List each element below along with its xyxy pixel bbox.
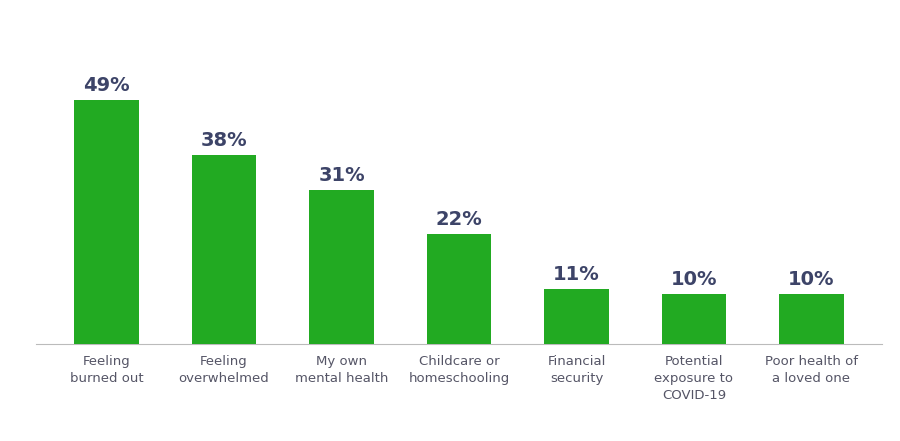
Text: 38%: 38% <box>201 131 248 150</box>
Text: 31%: 31% <box>319 166 364 185</box>
Bar <box>662 294 726 344</box>
Bar <box>310 190 374 344</box>
Bar <box>544 289 608 344</box>
Bar <box>192 155 256 344</box>
Text: 22%: 22% <box>436 210 482 229</box>
Text: 49%: 49% <box>83 76 130 95</box>
Text: 11%: 11% <box>554 265 600 284</box>
Text: 10%: 10% <box>788 270 835 289</box>
Bar <box>779 294 844 344</box>
Bar <box>74 100 139 344</box>
Bar <box>427 235 491 344</box>
Text: 10%: 10% <box>670 270 717 289</box>
